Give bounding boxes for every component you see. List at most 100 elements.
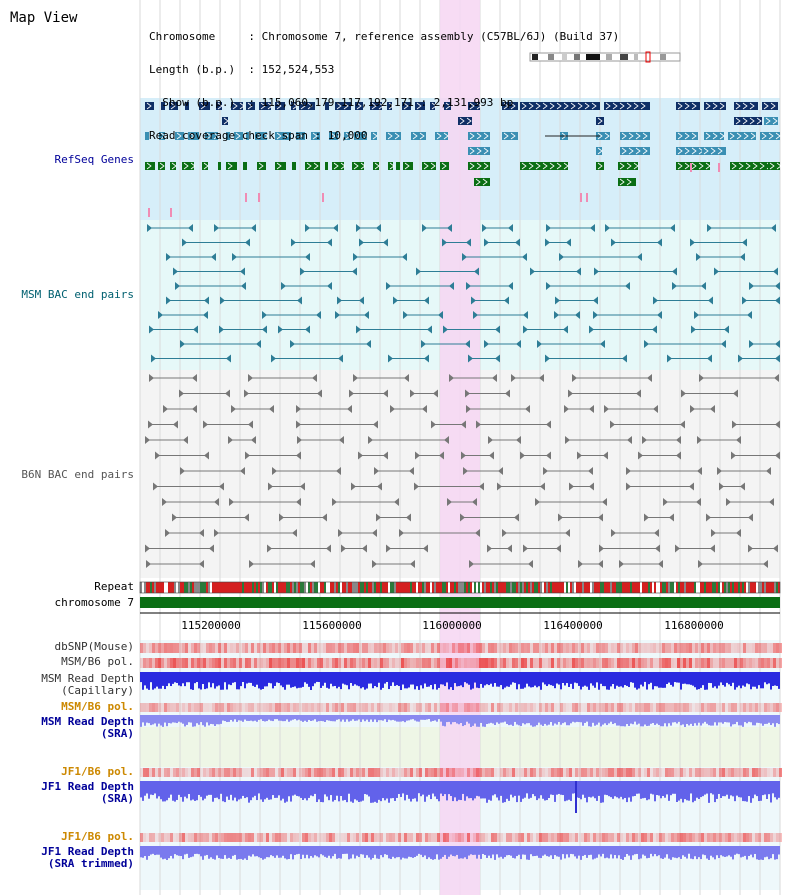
read-depth-bar [294,846,296,855]
read-depth-bar [446,846,448,859]
read-depth-bar [646,715,648,727]
bac-end-marker [305,325,310,334]
polymorphism-cell [512,833,515,842]
read-depth-bar [716,846,718,856]
read-depth-bar [158,715,160,724]
polymorphism-cell [218,703,221,712]
show-range-line: Show (b.p.) : 115,060,179-117,192,171 : … [149,96,514,109]
read-depth-bar [778,715,780,725]
polymorphism-cell [305,833,308,842]
read-depth-bar [740,846,742,858]
polymorphism-cell [410,768,413,777]
read-depth-bar [562,715,564,724]
polymorphism-cell [275,768,278,777]
polymorphism-cell [359,833,362,842]
read-depth-bar [284,846,286,859]
polymorphism-cell [590,833,593,842]
gene-feature [159,132,165,140]
polymorphism-cell [620,768,623,777]
bac-end-marker [669,513,674,522]
polymorphism-cell [248,643,251,653]
read-depth-bar [188,715,190,723]
repeat-element [568,582,570,593]
polymorphism-cell [524,703,527,712]
polymorphism-cell [416,643,419,653]
polymorphism-cell [692,643,695,653]
repeat-element [306,582,308,593]
polymorphism-cell [665,643,668,653]
read-depth-bar [474,846,476,855]
polymorphism-cell [161,768,164,777]
read-depth-bar [518,781,520,796]
polymorphism-cell [617,768,620,777]
polymorphism-cell [329,643,332,653]
polymorphism-cell [380,643,383,653]
read-depth-bar [326,846,328,858]
gene-strand-arrow [772,117,778,125]
refseq-small-feature [586,193,588,202]
bac-end-marker [523,325,528,334]
read-depth-bar [174,672,176,683]
read-depth-bar [604,672,606,687]
read-depth-bar [530,846,532,855]
read-depth-bar [346,846,348,854]
read-depth-bar [466,781,468,797]
read-depth-bar [594,781,596,799]
read-depth-bar [140,846,142,858]
polymorphism-cell [770,643,773,653]
repeat-element [680,582,682,593]
bac-end-marker [598,513,603,522]
read-depth-bar [644,781,646,798]
polymorphism-cell [707,643,710,653]
read-depth-bar [522,672,524,689]
read-depth-bar [222,781,224,802]
gene-strand-arrow [738,162,744,170]
read-depth-bar [748,846,750,856]
repeat-element [760,582,762,593]
read-depth-bar [656,672,658,687]
polymorphism-cell [773,768,776,777]
ideogram-position-marker [645,51,651,63]
read-depth-bar [666,672,668,684]
gene-strand-arrow [768,132,774,140]
bac-end-marker [577,451,582,460]
read-depth-bar [760,846,762,860]
bac-end-marker [600,340,605,348]
read-depth-bar [526,781,528,794]
polymorphism-cell [449,703,452,712]
polymorphism-cell [185,768,188,777]
read-depth-bar [420,846,422,855]
polymorphism-cell [245,643,248,653]
read-depth-bar [452,672,454,690]
polymorphism-cell [662,768,665,777]
repeat-element [316,582,318,593]
read-depth-bar [614,781,616,797]
polymorphism-cell [674,768,677,777]
read-depth-bar [360,715,362,722]
repeat-element [530,582,532,593]
read-depth-bar [560,672,562,690]
read-depth-bar [602,846,604,854]
read-depth-bar [174,846,176,855]
polymorphism-cell [494,643,497,653]
polymorphism-cell [737,768,740,777]
read-depth-bar [624,672,626,686]
bac-end-marker [594,267,599,276]
read-depth-bar [520,781,522,802]
bac-end-marker [251,224,256,232]
polymorphism-cell [680,643,683,653]
refseq-small-feature [148,208,150,217]
read-depth-bar [556,715,558,725]
repeat-element [742,582,744,593]
repeat-element [394,582,396,593]
gene-strand-arrow [412,132,418,140]
polymorphism-cell [692,658,695,668]
read-depth-bar [674,846,676,858]
polymorphism-cell [251,643,254,653]
read-depth-bar [398,781,400,795]
read-depth-bar [500,672,502,686]
read-depth-bar [364,846,366,858]
read-depth-bar [490,846,492,859]
read-depth-bar [194,672,196,684]
